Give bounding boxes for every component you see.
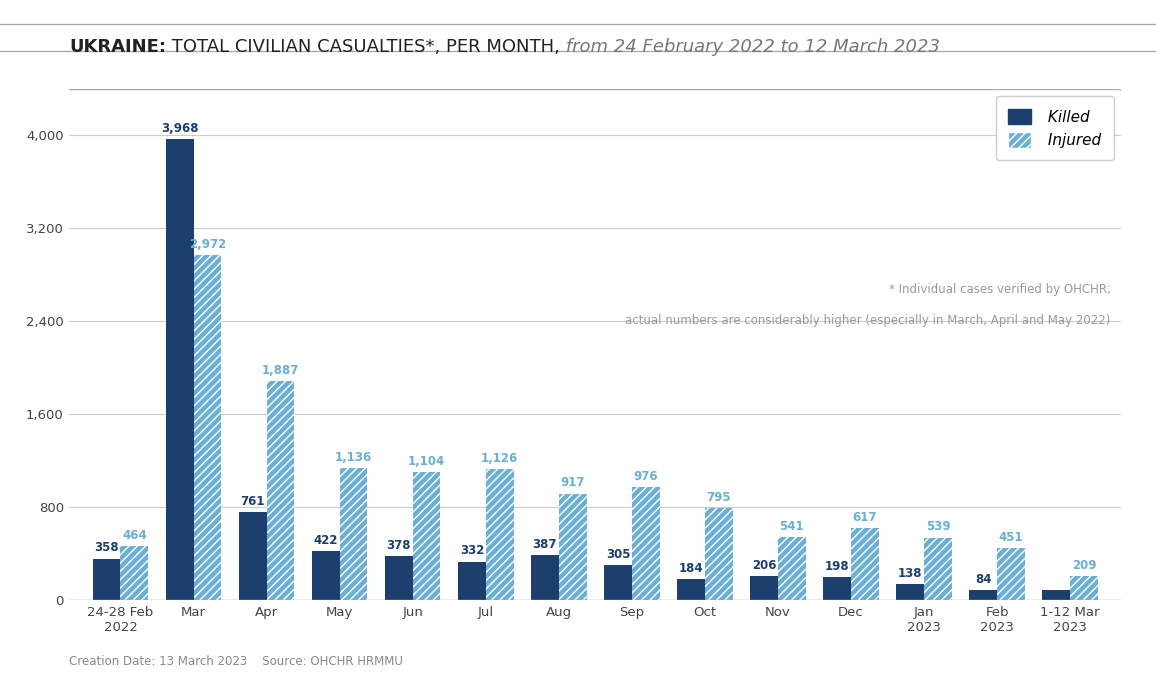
- Bar: [458, 561, 486, 600]
- Text: 305: 305: [606, 548, 630, 561]
- Bar: [385, 557, 413, 600]
- Text: 617: 617: [853, 512, 877, 524]
- Text: 184: 184: [679, 562, 703, 575]
- Bar: [605, 565, 632, 600]
- Text: 358: 358: [95, 542, 119, 554]
- Text: 917: 917: [561, 477, 585, 490]
- Bar: [413, 472, 440, 600]
- Text: 795: 795: [706, 490, 731, 504]
- Bar: [193, 254, 221, 600]
- Text: 1,136: 1,136: [335, 451, 372, 464]
- Bar: [1043, 591, 1070, 600]
- Text: 761: 761: [240, 494, 265, 507]
- Bar: [1070, 576, 1098, 600]
- Bar: [851, 529, 879, 600]
- Text: 976: 976: [633, 470, 658, 483]
- Text: 1,887: 1,887: [261, 364, 299, 376]
- Bar: [924, 537, 951, 600]
- Text: 84: 84: [975, 574, 992, 587]
- Text: 387: 387: [533, 538, 557, 551]
- Bar: [705, 507, 733, 600]
- Bar: [632, 487, 660, 600]
- Text: 138: 138: [898, 567, 922, 580]
- Bar: [823, 577, 851, 600]
- Bar: [267, 381, 295, 600]
- Text: 541: 541: [779, 520, 805, 533]
- Text: TOTAL CIVILIAN CASUALTIES*, PER MONTH,: TOTAL CIVILIAN CASUALTIES*, PER MONTH,: [166, 38, 561, 55]
- Bar: [531, 555, 558, 600]
- Text: Creation Date: 13 March 2023    Source: OHCHR HRMMU: Creation Date: 13 March 2023 Source: OHC…: [69, 655, 403, 668]
- Text: from 24 February 2022 to 12 March 2023: from 24 February 2022 to 12 March 2023: [561, 38, 940, 55]
- Text: 2,972: 2,972: [188, 237, 227, 250]
- Text: 209: 209: [1072, 559, 1096, 572]
- Text: 378: 378: [386, 539, 412, 552]
- Bar: [896, 584, 924, 600]
- Bar: [998, 548, 1025, 600]
- Bar: [312, 551, 340, 600]
- Text: * Individual cases verified by OHCHR;: * Individual cases verified by OHCHR;: [889, 283, 1111, 296]
- Bar: [970, 591, 998, 600]
- Text: 539: 539: [926, 520, 950, 533]
- Bar: [558, 494, 586, 600]
- Text: 1,104: 1,104: [408, 455, 445, 468]
- Text: 1,126: 1,126: [481, 452, 518, 465]
- Text: actual numbers are considerably higher (especially in March, April and May 2022): actual numbers are considerably higher (…: [625, 314, 1111, 327]
- Bar: [92, 559, 120, 600]
- Bar: [340, 468, 368, 600]
- Text: 451: 451: [999, 531, 1023, 544]
- Bar: [677, 579, 705, 600]
- Bar: [239, 512, 267, 600]
- Bar: [120, 546, 148, 600]
- Bar: [750, 576, 778, 600]
- Bar: [486, 469, 513, 600]
- Text: 198: 198: [825, 560, 850, 573]
- Text: 332: 332: [460, 544, 484, 557]
- Text: UKRAINE:: UKRAINE:: [69, 38, 166, 55]
- Text: 422: 422: [313, 534, 338, 547]
- Bar: [778, 537, 806, 600]
- Legend:  Killed,  Injured: Killed, Injured: [996, 96, 1113, 160]
- Bar: [165, 139, 193, 600]
- Text: 206: 206: [751, 559, 777, 572]
- Text: 464: 464: [123, 529, 147, 542]
- Text: 3,968: 3,968: [161, 122, 199, 135]
